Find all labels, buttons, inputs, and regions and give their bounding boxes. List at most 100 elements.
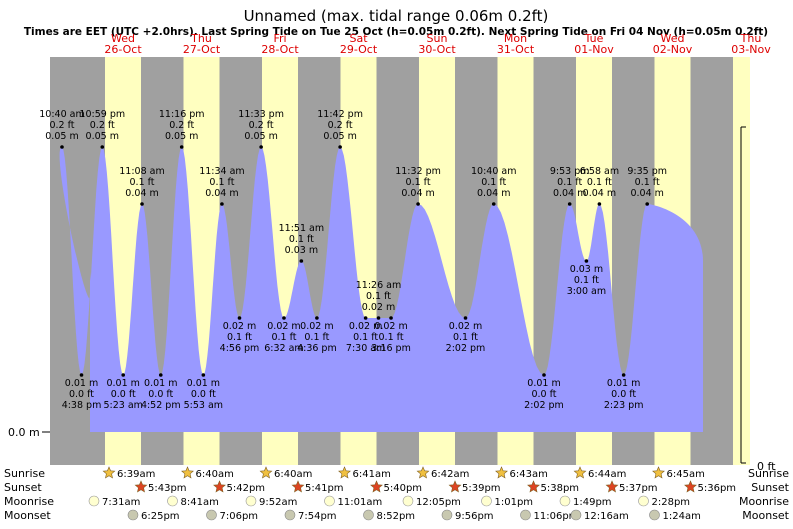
moonset-icon	[441, 509, 453, 521]
moonrise-time: 9:52am	[259, 497, 297, 508]
day-date: 26-Oct	[104, 43, 142, 56]
chart-title: Unnamed (max. tidal range 0.06m 0.2ft)	[244, 7, 549, 25]
tide-label: 9:35 pm	[627, 166, 667, 177]
tide-label: 0.1 ft	[130, 177, 155, 188]
day-weekday: Mon	[504, 32, 527, 45]
legend-row-label-left: Sunset	[4, 481, 42, 494]
sunrise-time: 6:45am	[667, 469, 705, 480]
low-tide-point	[315, 316, 319, 320]
low-tide-point	[389, 316, 393, 320]
tide-label: 0.04 m	[583, 188, 616, 199]
tide-label: 0.1 ft	[379, 332, 404, 343]
day-weekday: Wed	[661, 32, 685, 45]
sunrise-time: 6:42am	[431, 469, 469, 480]
moonrise-time: 1:01pm	[495, 497, 534, 508]
sunrise-icon	[181, 466, 194, 479]
moonrise-icon	[167, 495, 178, 507]
tide-label: 0.01 m	[106, 378, 139, 389]
high-tide-point	[299, 259, 304, 263]
sunrise-time: 6:44am	[588, 469, 626, 480]
tide-label: 0.02 m	[300, 321, 333, 332]
tide-label: 0.01 m	[144, 378, 177, 389]
tide-label: 0.1 ft	[271, 332, 296, 343]
tide-label: 0.04 m	[553, 188, 586, 199]
moonset-time: 7:06pm	[220, 511, 259, 522]
moonset-time: 7:54pm	[298, 511, 337, 522]
high-tide-point	[597, 202, 602, 206]
moonset-time: 12:16am	[584, 511, 629, 522]
tide-label: 0.1 ft	[209, 177, 234, 188]
tide-label: 11:42 pm	[317, 109, 363, 120]
tide-label: 9:53 pm	[550, 166, 590, 177]
moonset-time: 11:06pm	[534, 511, 579, 522]
sunset-icon	[291, 480, 305, 493]
low-tide-point	[621, 373, 626, 377]
sunset-time: 5:36pm	[698, 483, 737, 494]
tide-label: 0.2 ft	[249, 120, 274, 131]
tide-label: 10:40 am	[471, 166, 516, 177]
sunset-icon	[527, 480, 540, 493]
tide-label: 7:30 am	[346, 343, 385, 354]
tide-label: 0.0 ft	[111, 389, 136, 400]
moonrise-icon	[245, 495, 257, 507]
day-date: 02-Nov	[653, 43, 693, 56]
day-weekday: Sat	[349, 32, 368, 45]
sunrise-time: 6:39am	[117, 469, 155, 480]
sunrise-time: 6:41am	[353, 469, 391, 480]
moonrise-time: 7:31am	[102, 497, 140, 508]
sunrise-time: 6:40am	[196, 469, 234, 480]
tide-label: 0.03 m	[570, 264, 603, 275]
moonset-icon	[570, 509, 582, 521]
tide-label: 0.04 m	[205, 188, 238, 199]
sunset-icon	[213, 480, 226, 493]
day-headers: Wed26-OctThu27-OctFri28-OctSat29-OctSun3…	[104, 32, 771, 56]
tide-label: 2:23 pm	[604, 400, 644, 411]
day-date: 01-Nov	[574, 43, 614, 56]
moonrise-icon	[88, 495, 100, 507]
day-date: 30-Oct	[418, 43, 456, 56]
sunset-time: 5:41pm	[305, 483, 344, 494]
tide-label: 11:16 pm	[159, 109, 205, 120]
tide-label: 0.05 m	[86, 131, 119, 142]
tide-label: 0.0 ft	[611, 389, 636, 400]
high-tide-point	[416, 202, 420, 206]
tide-label: 6:58 am	[580, 166, 619, 177]
tide-label: 0.2 ft	[328, 120, 353, 131]
low-tide-point	[542, 373, 546, 377]
daylight-band	[743, 57, 750, 465]
sunset-time: 5:40pm	[384, 483, 423, 494]
tide-label: 0.02 m	[223, 321, 256, 332]
tide-label: 0.2 ft	[49, 120, 74, 131]
tide-label: 4:36 pm	[297, 343, 337, 354]
low-tide-point	[463, 316, 468, 320]
tide-label: 6:32 am	[264, 343, 303, 354]
tide-label: 0.1 ft	[587, 177, 612, 188]
high-tide-point	[338, 145, 342, 149]
high-tide-point	[60, 145, 64, 149]
tide-label: 2:02 pm	[446, 343, 486, 354]
day-weekday: Wed	[111, 32, 135, 45]
moonset-time: 9:56pm	[455, 511, 494, 522]
tide-label: 0.05 m	[323, 131, 356, 142]
day-weekday: Sun	[427, 32, 448, 45]
tide-label: 0.2 ft	[169, 120, 194, 131]
tide-label: 0.01 m	[527, 378, 560, 389]
day-date: 03-Nov	[731, 43, 771, 56]
legend-row-label-left: Sunrise	[4, 467, 45, 480]
day-weekday: Thu	[190, 32, 212, 45]
high-tide-point	[567, 202, 572, 206]
axes-layer: 0.0 m 0 ft	[8, 126, 776, 473]
tide-label: 0.0 ft	[148, 389, 173, 400]
chart-subtitle: Times are EET (UTC +2.0hrs). Last Spring…	[24, 26, 768, 38]
moonrise-time: 11:01am	[338, 497, 383, 508]
legend-row-label-right: Sunset	[751, 481, 789, 494]
header-layer: Unnamed (max. tidal range 0.06m 0.2ft) T…	[24, 7, 768, 38]
day-weekday: Fri	[273, 32, 286, 45]
moonset-time: 6:25pm	[141, 511, 180, 522]
moonrise-time: 8:41am	[181, 497, 219, 508]
y-axis-right-label: 0 ft	[757, 460, 776, 473]
sunset-time: 5:39pm	[462, 483, 501, 494]
tide-label: 0.1 ft	[635, 177, 660, 188]
